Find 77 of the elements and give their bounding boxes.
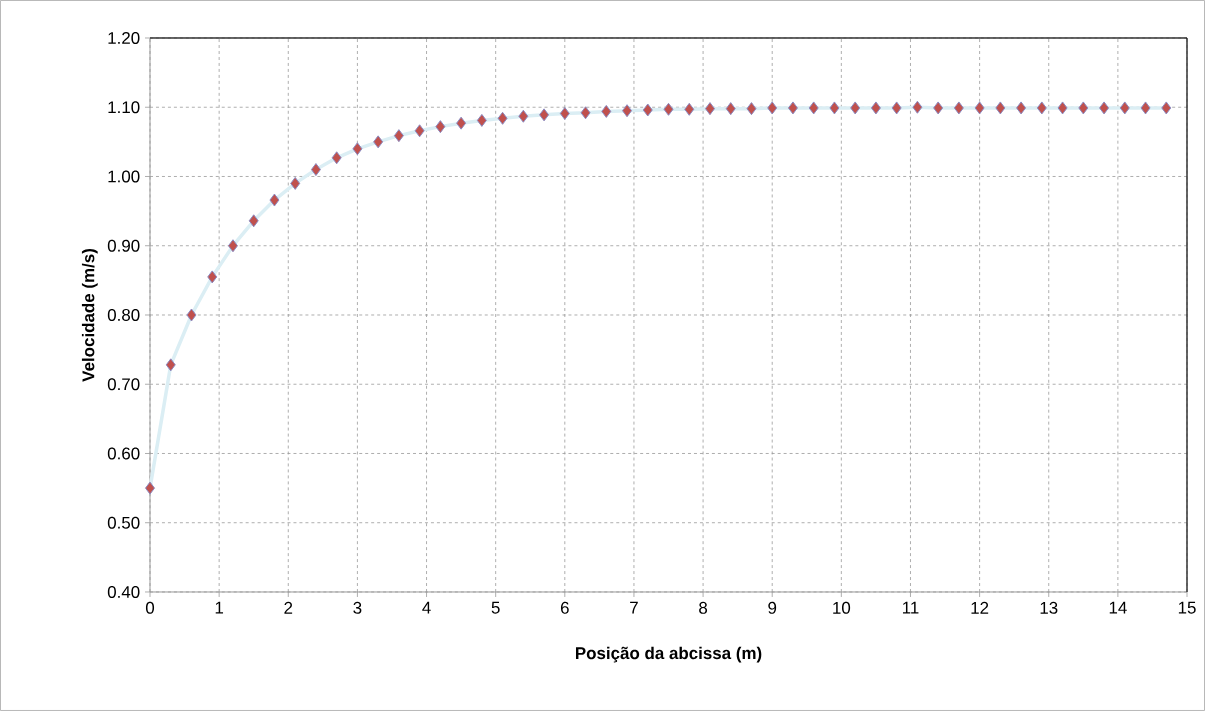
point — [767, 101, 778, 115]
x-tick-label: 2 — [284, 601, 293, 614]
y-tick-label: 0.40 — [107, 585, 140, 598]
point — [829, 101, 840, 115]
x-tick-label: 6 — [560, 601, 569, 614]
x-tick-label: 9 — [768, 601, 777, 614]
point — [622, 104, 633, 118]
point — [808, 101, 819, 115]
point — [352, 142, 363, 156]
point — [1036, 101, 1047, 115]
point — [787, 101, 798, 115]
y-tick-label: 1.10 — [108, 101, 140, 114]
point — [704, 102, 715, 116]
point — [912, 100, 923, 114]
x-tick-label: 11 — [902, 601, 919, 614]
point — [933, 101, 944, 115]
point — [559, 106, 570, 120]
y-tick-label: 0.90 — [107, 239, 140, 252]
point — [435, 120, 446, 134]
point — [1161, 101, 1172, 115]
point — [290, 176, 301, 190]
point — [725, 102, 736, 116]
y-tick-label: 1.20 — [108, 31, 140, 44]
point — [414, 124, 425, 138]
point — [1078, 101, 1089, 115]
x-tick-label: 15 — [1178, 601, 1196, 614]
x-tick-label: 5 — [491, 601, 500, 614]
x-tick-label: 4 — [422, 601, 431, 614]
point — [269, 193, 280, 207]
point — [310, 163, 321, 177]
point — [684, 102, 695, 116]
point — [1140, 101, 1151, 115]
x-tick-label: 13 — [1040, 601, 1058, 614]
point — [663, 102, 674, 116]
point — [165, 358, 176, 372]
y-tick-label: 0.70 — [107, 378, 140, 391]
x-tick-label: 0 — [145, 601, 155, 614]
x-axis-title: Posição da abcissa (m) — [575, 646, 762, 663]
y-tick-label: 0.60 — [107, 447, 140, 460]
y-tick-label: 0.50 — [107, 516, 140, 529]
point — [870, 101, 881, 115]
point — [373, 135, 384, 149]
point — [580, 106, 591, 120]
x-tick-label: 12 — [971, 601, 989, 614]
point — [1119, 101, 1130, 115]
point — [601, 104, 612, 118]
point — [186, 308, 197, 322]
x-tick-label: 14 — [1109, 601, 1127, 614]
point — [995, 101, 1006, 115]
y-tick-label: 0.80 — [107, 308, 140, 321]
point — [476, 113, 487, 127]
point — [248, 214, 259, 228]
point — [393, 129, 404, 143]
point — [227, 239, 238, 253]
x-tick-label: 10 — [833, 601, 851, 614]
point — [207, 270, 218, 284]
x-tick-label: 3 — [353, 601, 362, 614]
point — [331, 151, 342, 165]
point — [953, 101, 964, 115]
point — [746, 102, 757, 116]
point — [497, 111, 508, 125]
y-tick-label: 1.00 — [108, 170, 140, 183]
point — [642, 103, 653, 117]
point — [974, 101, 985, 115]
x-tick-label: 1 — [215, 601, 224, 614]
point — [145, 481, 156, 495]
x-tick-label: 7 — [630, 601, 638, 614]
point — [891, 101, 902, 115]
point — [1057, 101, 1068, 115]
x-tick-label: 8 — [699, 601, 708, 614]
y-axis-title: Velocidade (m/s) — [81, 249, 98, 382]
point — [539, 108, 550, 122]
point — [456, 116, 467, 130]
point — [1016, 101, 1027, 115]
point — [518, 109, 529, 123]
point — [850, 101, 861, 115]
point — [1099, 101, 1110, 115]
